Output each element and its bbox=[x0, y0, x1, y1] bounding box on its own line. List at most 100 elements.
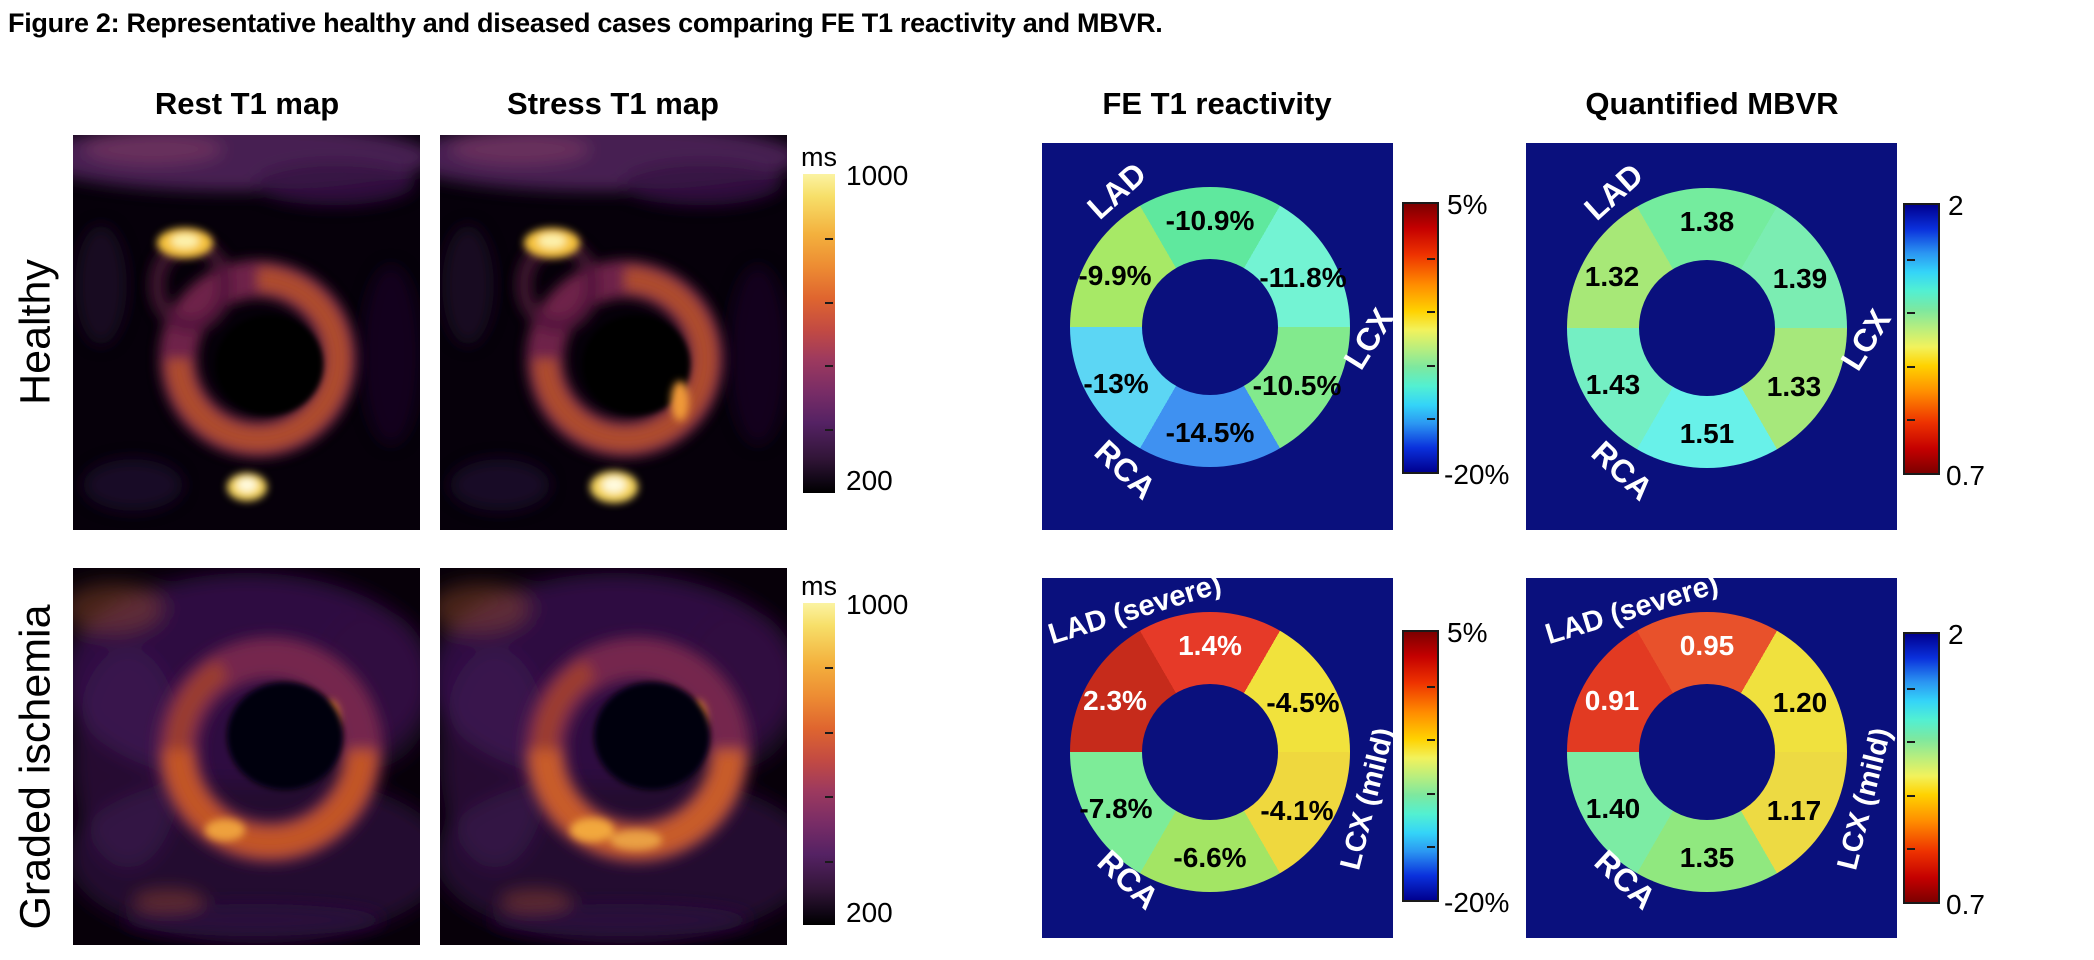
segment-value: -4.5% bbox=[1266, 687, 1340, 718]
figure-caption: Figure 2: Representative healthy and dis… bbox=[8, 8, 1163, 38]
column-header-rest-t1-map: Rest T1 map bbox=[154, 86, 340, 121]
segment-value: -7.8% bbox=[1079, 793, 1153, 824]
segment-value: 1.33 bbox=[1766, 371, 1822, 402]
colorbar-tick bbox=[825, 796, 833, 799]
column-header-fe-t1-reactivity: FE T1 reactivity bbox=[1102, 86, 1332, 121]
colorbar-tick bbox=[825, 667, 833, 670]
colorbar-tick bbox=[825, 731, 833, 734]
t1-colorbar-unit: ms bbox=[801, 571, 837, 601]
colorbar-tick bbox=[1427, 685, 1435, 688]
t1-colorbar-ischemia bbox=[803, 603, 835, 925]
donut-hole bbox=[1639, 684, 1775, 820]
colorbar-tick bbox=[1427, 792, 1435, 795]
donut-hole bbox=[1639, 260, 1775, 396]
t1-colorbar-max: 1000 bbox=[846, 589, 909, 620]
segment-value: 1.4% bbox=[1178, 630, 1242, 661]
mbvr-colorbar-healthy bbox=[1903, 203, 1940, 475]
colorbar-tick bbox=[1907, 312, 1915, 315]
donut-hole bbox=[1142, 259, 1278, 395]
t1-colorbar-unit: ms bbox=[801, 142, 837, 172]
segment-value: -13% bbox=[1083, 368, 1149, 399]
healthy-rest-t1-map-image bbox=[73, 135, 420, 530]
colorbar-tick bbox=[1907, 365, 1915, 368]
mbvr-colorbar-min: 0.7 bbox=[1946, 460, 1985, 491]
colorbar-tick bbox=[1427, 257, 1435, 260]
fe-colorbar-min: -20% bbox=[1444, 459, 1510, 490]
healthy-mbvr-panel: 1.38 1.39 1.33 1.51 1.43 1.32 LAD LCX RC… bbox=[1526, 143, 1898, 530]
territory-label-lad: LAD bbox=[1577, 156, 1651, 228]
territory-label-lcx-mild: LCX (mild) bbox=[1831, 724, 1898, 874]
healthy-fe-donut-chart: -10.9% -11.8% -10.5% -14.5% -13% -9.9% L… bbox=[1070, 155, 1401, 506]
colorbar-tick bbox=[1427, 311, 1435, 314]
segment-value: -6.6% bbox=[1173, 842, 1247, 873]
segment-value: 0.95 bbox=[1679, 630, 1735, 661]
fe-colorbar-max: 5% bbox=[1447, 189, 1488, 220]
colorbar-tick bbox=[1907, 741, 1915, 744]
segment-value: 0.91 bbox=[1584, 685, 1640, 716]
segment-value: 1.51 bbox=[1679, 418, 1735, 449]
column-header-stress-t1-map: Stress T1 map bbox=[507, 86, 719, 121]
colorbar-tick bbox=[1907, 794, 1915, 797]
segment-value: 1.40 bbox=[1585, 793, 1641, 824]
donut-hole bbox=[1142, 684, 1278, 820]
territory-label-rca: RCA bbox=[1587, 842, 1663, 917]
territory-label-lad: LAD bbox=[1080, 155, 1154, 227]
segment-value: 1.39 bbox=[1772, 263, 1828, 294]
colorbar-tick bbox=[1907, 687, 1915, 690]
segment-value: 1.17 bbox=[1766, 795, 1822, 826]
row-label-graded-ischemia: Graded ischemia bbox=[11, 604, 60, 930]
ischemia-mbvr-donut-chart: 0.95 1.20 1.17 1.35 1.40 0.91 LAD (sever… bbox=[1542, 568, 1898, 916]
t1-colorbar-min: 200 bbox=[846, 897, 893, 928]
segment-value: 1.20 bbox=[1772, 687, 1828, 718]
territory-label-rca: RCA bbox=[1087, 432, 1163, 507]
t1-colorbar-max: 1000 bbox=[846, 160, 909, 191]
segment-value: -11.8% bbox=[1259, 262, 1347, 293]
segment-value: -9.9% bbox=[1078, 260, 1152, 291]
t1-colorbar-healthy bbox=[803, 174, 835, 493]
segment-value: 2.3% bbox=[1083, 685, 1147, 716]
healthy-stress-t1-map-image bbox=[440, 135, 787, 530]
healthy-fe-reactivity-panel: -10.9% -11.8% -10.5% -14.5% -13% -9.9% L… bbox=[1042, 143, 1401, 530]
segment-value: -14.5% bbox=[1165, 417, 1255, 448]
healthy-mbvr-donut-chart: 1.38 1.39 1.33 1.51 1.43 1.32 LAD LCX RC… bbox=[1567, 156, 1898, 507]
mbvr-colorbar-ischemia bbox=[1903, 632, 1940, 904]
colorbar-tick bbox=[1427, 846, 1435, 849]
territory-label-lcx-mild: LCX (mild) bbox=[1334, 724, 1401, 874]
t1-colorbar-min: 200 bbox=[846, 465, 893, 496]
segment-value: 1.38 bbox=[1679, 206, 1735, 237]
segment-value: 1.43 bbox=[1585, 369, 1641, 400]
colorbar-tick bbox=[825, 860, 833, 863]
colorbar-tick bbox=[825, 301, 833, 304]
ischemia-stress-t1-map-image bbox=[440, 568, 787, 945]
mbvr-colorbar-max: 2 bbox=[1948, 190, 1964, 221]
territory-label-lcx: LCX bbox=[1336, 302, 1401, 376]
territory-label-lcx: LCX bbox=[1833, 303, 1898, 377]
segment-value: -4.1% bbox=[1260, 795, 1334, 826]
fe-colorbar-max: 5% bbox=[1447, 617, 1488, 648]
colorbar-tick bbox=[1427, 739, 1435, 742]
ischemia-fe-reactivity-panel: 1.4% -4.5% -4.1% -6.6% -7.8% 2.3% LAD (s… bbox=[1042, 568, 1401, 938]
fe-colorbar-healthy bbox=[1402, 202, 1439, 474]
colorbar-tick bbox=[1907, 848, 1915, 851]
territory-label-rca: RCA bbox=[1090, 842, 1166, 917]
ischemia-rest-t1-map-image bbox=[73, 568, 420, 945]
fe-colorbar-ischemia bbox=[1402, 630, 1439, 902]
colorbar-tick bbox=[825, 429, 833, 432]
colorbar-tick bbox=[1427, 364, 1435, 367]
fe-colorbar-min: -20% bbox=[1444, 887, 1510, 918]
segment-value: 1.32 bbox=[1584, 261, 1640, 292]
column-header-quantified-mbvr: Quantified MBVR bbox=[1585, 86, 1839, 121]
ischemia-mbvr-panel: 0.95 1.20 1.17 1.35 1.40 0.91 LAD (sever… bbox=[1526, 568, 1898, 938]
colorbar-tick bbox=[1427, 418, 1435, 421]
colorbar-tick bbox=[825, 365, 833, 368]
ischemia-fe-donut-chart: 1.4% -4.5% -4.1% -6.6% -7.8% 2.3% LAD (s… bbox=[1045, 568, 1401, 916]
row-label-healthy: Healthy bbox=[11, 259, 60, 405]
segment-value: -10.5% bbox=[1252, 370, 1342, 401]
mbvr-colorbar-max: 2 bbox=[1948, 619, 1964, 650]
colorbar-tick bbox=[1907, 258, 1915, 261]
segment-value: -10.9% bbox=[1165, 205, 1255, 236]
colorbar-tick bbox=[1907, 419, 1915, 422]
segment-value: 1.35 bbox=[1679, 842, 1735, 873]
mbvr-colorbar-min: 0.7 bbox=[1946, 889, 1985, 920]
